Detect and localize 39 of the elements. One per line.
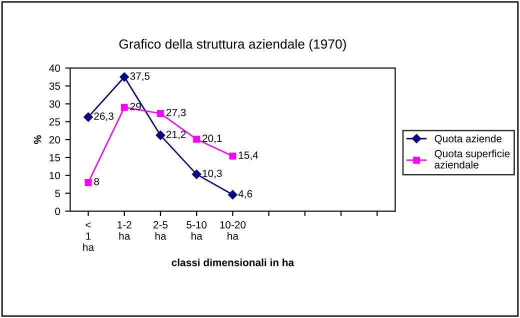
data-label: 37,5 [130,72,150,82]
data-label: 4,6 [238,190,252,199]
y-tick-label: 25 [49,118,60,126]
point [120,72,129,82]
data-label: 10,3 [202,170,222,178]
point [192,170,202,179]
y-tick-label: 30 [49,100,60,108]
point [156,130,166,140]
y-tick-label: 10 [50,172,60,180]
x-axis-title: classi dimensionali in ha [172,258,294,266]
data-label: 8 [94,178,100,186]
x-tick-label: 5-10 ha [186,221,207,240]
y-axis-title: % [34,135,42,144]
chart-title: Grafico della struttura aziendale (1970) [119,39,346,52]
y-tick-label: 20 [49,136,60,144]
legend-label: Quota superficie aziendale [434,150,510,169]
point [193,136,200,143]
data-label: 21,2 [166,130,186,140]
point [84,179,92,186]
y-tick-label: 15 [50,154,60,162]
y-tick-label: 0 [55,208,60,216]
data-label: 29 [130,102,141,110]
legend-label: Quota aziende [434,134,502,144]
data-label: 15,4 [238,152,258,160]
data-label: 26,3 [94,112,114,122]
x-tick-label: 2-5 ha [153,221,168,240]
data-label: 20,1 [202,134,222,144]
point [228,190,238,200]
point [84,112,93,122]
y-tick-label: 5 [55,190,60,198]
y-tick-label: 35 [49,82,60,90]
y-tick-label: 40 [49,64,60,72]
point [120,104,128,111]
x-tick-label: < 1 ha [83,222,94,251]
x-tick-label: 1-2 ha [118,221,132,240]
point [229,152,236,160]
point [157,110,164,117]
data-label: 27,3 [166,108,186,118]
x-tick-label: 10-20 ha [220,221,246,240]
